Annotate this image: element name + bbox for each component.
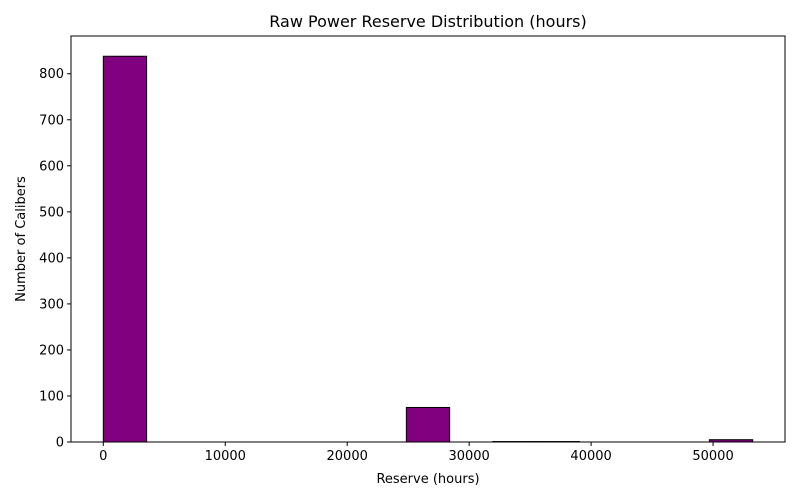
y-tick-label-6: 600 (39, 159, 64, 174)
y-tick-label-0: 0 (56, 436, 64, 451)
bars (102, 55, 754, 443)
x-axis-label: Reserve (hours) (376, 472, 479, 487)
x-axis: 0 10000 20000 30000 40000 50000 (99, 442, 734, 464)
x-tick-label-0: 0 (99, 449, 107, 464)
x-tick-label-3: 30000 (448, 449, 489, 464)
y-tick-label-7: 700 (39, 113, 64, 128)
y-axis: 0 100 200 300 400 500 600 700 800 (39, 67, 71, 451)
x-tick-label-1: 10000 (205, 449, 246, 464)
y-tick-label-3: 300 (39, 297, 64, 312)
x-tick-label-5: 50000 (692, 449, 733, 464)
y-tick-label-8: 800 (39, 67, 64, 82)
histogram-bar-0 (102, 55, 148, 443)
y-tick-label-4: 400 (39, 251, 64, 266)
x-tick-label-2: 20000 (327, 449, 368, 464)
plot-frame (70, 35, 786, 443)
x-tick-label-4: 40000 (570, 449, 611, 464)
histogram-bar-7 (405, 406, 451, 443)
y-tick-label-1: 100 (39, 389, 64, 404)
y-tick-label-5: 500 (39, 205, 64, 220)
y-axis-label: Number of Calibers (14, 176, 29, 302)
y-tick-label-2: 200 (39, 343, 64, 358)
chart-title: Raw Power Reserve Distribution (hours) (269, 12, 587, 31)
